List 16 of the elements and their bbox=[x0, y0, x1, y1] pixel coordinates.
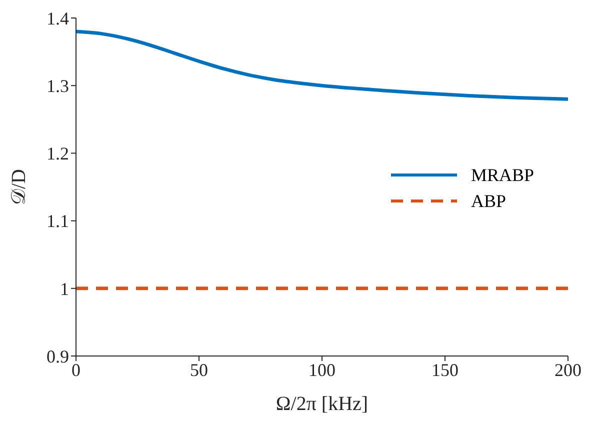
y-tick-label: 1.4 bbox=[46, 8, 69, 28]
legend-label: ABP bbox=[471, 190, 506, 212]
x-axis-title: Ω/2π [kHz] bbox=[276, 393, 368, 415]
y-tick-label: 0.9 bbox=[46, 346, 69, 366]
x-tick-label: 50 bbox=[190, 360, 208, 380]
x-tick-label: 0 bbox=[72, 360, 80, 380]
line-series bbox=[76, 30, 568, 101]
x-tick-label: 200 bbox=[554, 360, 582, 380]
y-tick-label: 1.2 bbox=[46, 144, 69, 164]
y-axis-title: 𝒟/D bbox=[8, 169, 30, 205]
x-tick-label: 100 bbox=[308, 360, 336, 380]
y-tick-label: 1 bbox=[60, 278, 69, 299]
y-tick-label: 1.1 bbox=[46, 211, 69, 232]
x-tick-label: 150 bbox=[432, 360, 458, 380]
legend-label: MRABP bbox=[471, 164, 534, 186]
y-tick-label: 1.3 bbox=[46, 76, 69, 96]
